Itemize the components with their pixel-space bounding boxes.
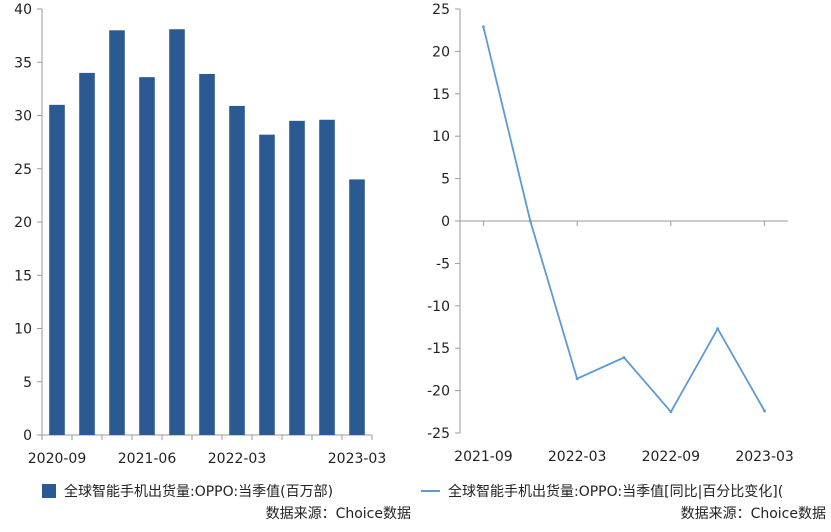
bar-x-tick-label: 2022-03 [208, 451, 267, 467]
line-y-tick-label: -15 [427, 341, 450, 357]
bar [199, 73, 215, 435]
legends: 全球智能手机出货量:OPPO:当季值(百万部) 数据来源：Choice数据 全球… [42, 483, 826, 522]
bar-y-tick-label: 5 [23, 375, 32, 391]
line-y-tick-label: -25 [427, 426, 450, 442]
line-chart: -25 -20 -15 -10 -5 0 5 10 15 20 25 2021-09 2022-03 20… [427, 2, 794, 465]
bar-x-tick-label: 2023-03 [328, 451, 387, 467]
bar-y-tick-label: 10 [14, 322, 32, 338]
line-y-tick-label: 20 [432, 44, 450, 60]
line-y-tick-label: 15 [432, 87, 450, 103]
bar [49, 104, 65, 435]
line-point [622, 356, 626, 359]
line-y-tick-label: -10 [427, 299, 450, 315]
bar-chart: 0 5 10 15 20 25 30 35 40 2020-09 2021-06 2022-03 202… [14, 2, 386, 467]
bar-source-note: 数据来源：Choice数据 [266, 506, 411, 522]
line-point [716, 327, 720, 331]
line-y-tick-label: 10 [432, 129, 450, 145]
bar-y-tick-label: 35 [14, 55, 32, 71]
bar [79, 72, 95, 436]
bar-x-tick-label: 2020-09 [28, 451, 87, 467]
bar-x-tick-label: 2021-06 [118, 451, 177, 467]
line-x-tick-label: 2022-09 [642, 449, 701, 465]
bar-y-tick-label: 0 [23, 428, 32, 444]
line-legend-label: 全球智能手机出货量:OPPO:当季值[同比|百分比变化]( [448, 483, 783, 500]
bar [289, 120, 305, 435]
line-x-tick-label: 2021-09 [454, 449, 513, 465]
line-point [763, 409, 766, 413]
bar-legend-label: 全球智能手机出货量:OPPO:当季值(百万部) [64, 483, 333, 500]
line-x-tick-label: 2022-03 [548, 449, 607, 465]
bar-y-tick-label: 20 [14, 215, 32, 231]
bar-y-tick-label: 15 [14, 268, 32, 284]
bar-legend-swatch [42, 484, 56, 498]
line-y-tick-label: -5 [436, 256, 450, 272]
bar-y-tick-label: 25 [14, 162, 32, 178]
bar [319, 119, 335, 435]
line-y-tick-label: -20 [427, 384, 450, 400]
line-point [528, 219, 532, 223]
line-x-tick-label: 2023-03 [735, 449, 794, 465]
line-series [482, 26, 766, 413]
line-y-tick-label: 25 [432, 2, 450, 18]
line-point [669, 410, 673, 414]
bar [349, 179, 365, 435]
bar [139, 77, 155, 435]
bar [109, 30, 125, 436]
bar-y-tick-label: 30 [14, 109, 32, 125]
bar [229, 105, 245, 435]
line-point [482, 25, 485, 29]
bar-y-tick-label: 40 [14, 2, 32, 18]
line-y-tick-label: 0 [441, 214, 450, 230]
bar [169, 29, 185, 436]
line-point [575, 377, 579, 381]
bar [259, 134, 275, 436]
line-y-tick-label: 5 [441, 172, 450, 188]
line-source-note: 数据来源：Choice数据 [681, 506, 826, 522]
